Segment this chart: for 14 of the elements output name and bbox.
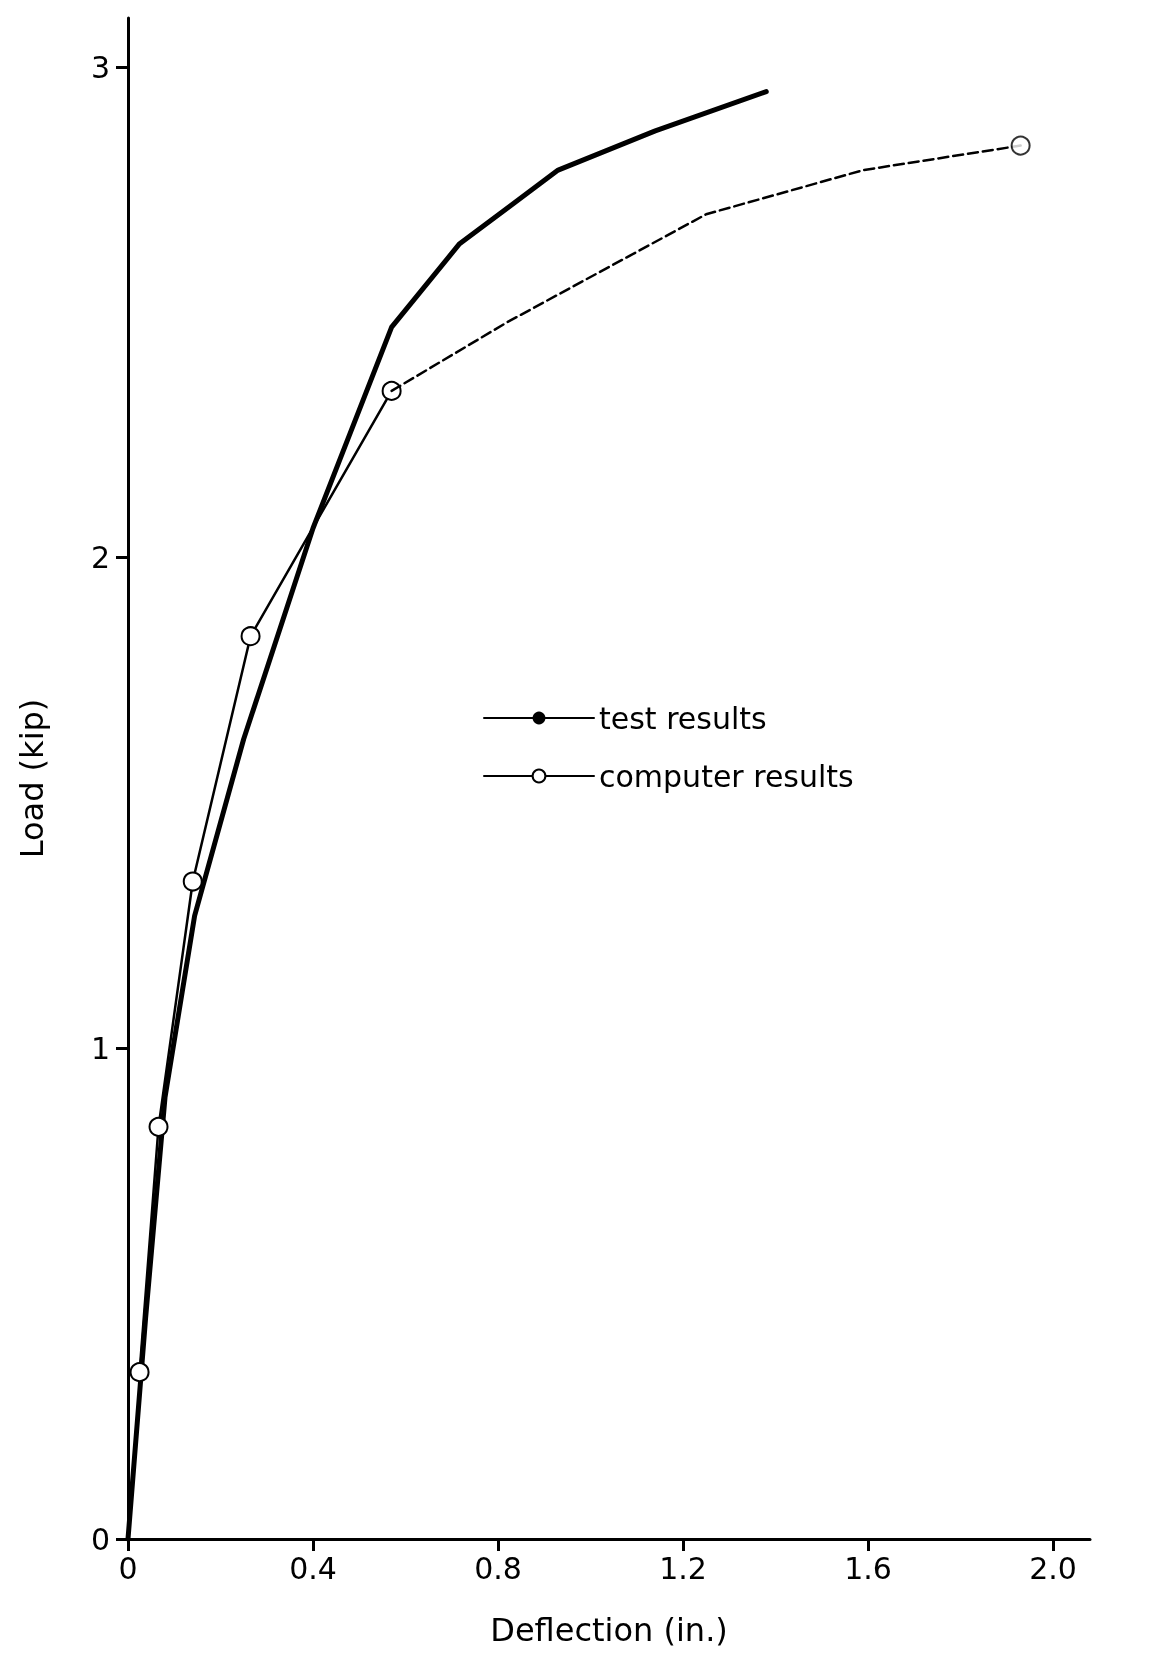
y-tick-label: 0 (90, 1521, 110, 1557)
x-tick-label: 0.8 (474, 1550, 522, 1586)
x-tick-label: 1.2 (659, 1550, 707, 1586)
y-tick-label: 1 (90, 1030, 110, 1066)
legend-label: computer results (599, 758, 854, 794)
y-tick-label: 2 (90, 540, 110, 576)
y-axis-title: Load (kip) (13, 698, 51, 859)
legend-label: test results (599, 700, 767, 736)
x-axis-title: Deflection (in.) (490, 1611, 728, 1649)
x-tick-label: 2.0 (1029, 1550, 1077, 1586)
y-tick-label: 3 (90, 49, 110, 85)
x-tick-label: 0.4 (289, 1550, 337, 1586)
x-tick-label: 0 (118, 1550, 138, 1586)
x-tick-label: 1.6 (844, 1550, 892, 1586)
